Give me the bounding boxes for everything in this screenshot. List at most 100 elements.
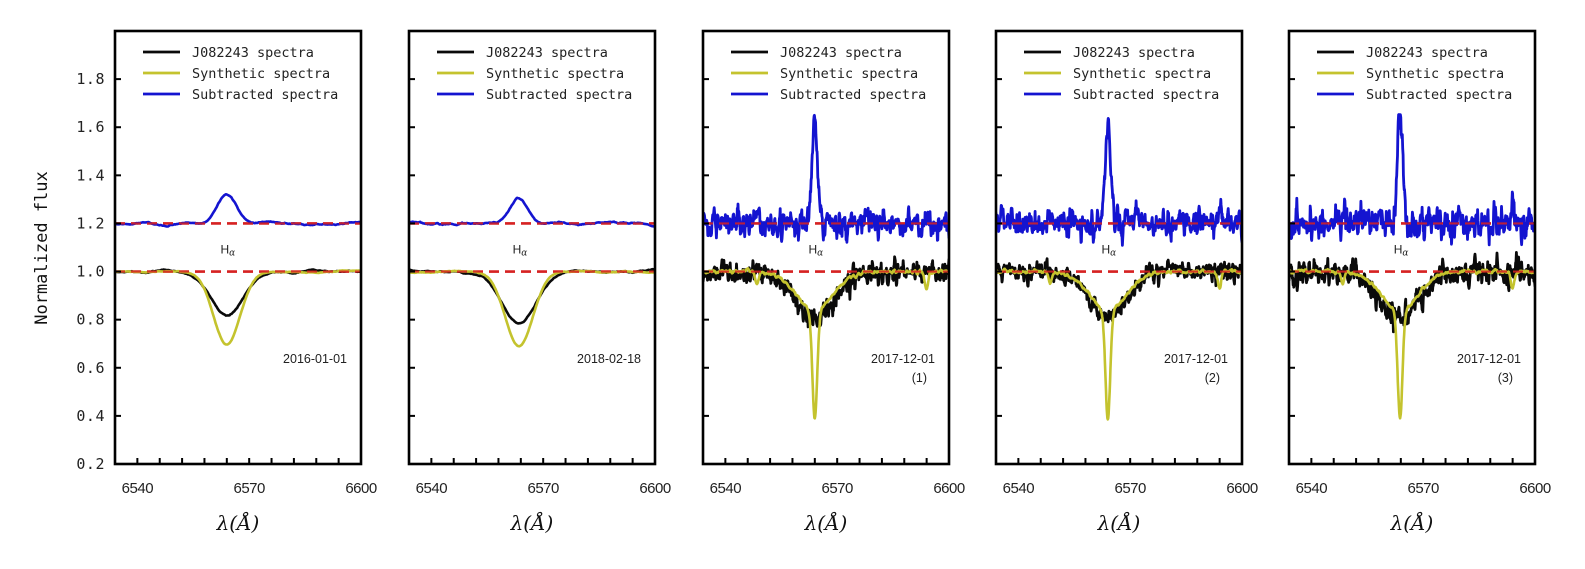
date-annotation: 2018-02-18 bbox=[577, 352, 641, 366]
y-tick-label: 1.8 bbox=[76, 70, 105, 88]
legend-label: Subtracted spectra bbox=[192, 87, 338, 103]
legend: J082243 spectra Synthetic spectra Subtract… bbox=[1317, 45, 1512, 103]
legend-item-subtracted: Subtracted spectra bbox=[731, 87, 926, 103]
x-tick-label: 6540 bbox=[710, 480, 742, 497]
h-alpha-label: Hα bbox=[513, 243, 528, 259]
panel-5: 6540 6570 6600 λ(Å) J082243 spectra Synthetic… bbox=[1287, 29, 1551, 535]
legend-item-subtracted: Subtracted spectra bbox=[1024, 87, 1219, 103]
plot-area bbox=[703, 113, 949, 420]
h-alpha-label: Hα bbox=[220, 243, 235, 259]
legend: J082243 spectra Synthetic spectra Subtract… bbox=[437, 45, 632, 103]
plot-area bbox=[115, 193, 361, 346]
date-annotation: 2017-12-01 bbox=[871, 352, 935, 366]
axes-frame bbox=[407, 29, 657, 466]
h-alpha-label: Hα bbox=[1394, 243, 1409, 259]
x-axis-title: λ(Å) bbox=[1390, 510, 1434, 535]
plot-area bbox=[1289, 113, 1535, 420]
legend-label: Subtracted spectra bbox=[1073, 87, 1219, 103]
axes-frame bbox=[994, 29, 1244, 466]
x-tick-label: 6600 bbox=[1519, 480, 1551, 497]
observed-spectrum-line bbox=[115, 268, 361, 317]
legend-label: J082243 spectra bbox=[780, 45, 902, 61]
axes-frame bbox=[1287, 29, 1537, 466]
y-axis-title-group: Normalized flux bbox=[32, 171, 52, 325]
x-tick-label: 6540 bbox=[416, 480, 448, 497]
legend-label: Synthetic spectra bbox=[1366, 66, 1504, 82]
legend-label: J082243 spectra bbox=[1366, 45, 1488, 61]
h-alpha-label: Hα bbox=[808, 243, 823, 259]
panel-2: 6540 6570 6600 λ(Å) J082243 spectra Synthetic… bbox=[407, 29, 671, 535]
legend-label: Synthetic spectra bbox=[486, 66, 624, 82]
subtracted-spectrum-line bbox=[409, 196, 655, 228]
axes-frame bbox=[701, 29, 951, 466]
x-axis-title: λ(Å) bbox=[510, 510, 554, 535]
observed-spectrum-line bbox=[996, 257, 1242, 324]
legend: J082243 spectra Synthetic spectra Subtract… bbox=[731, 45, 926, 103]
y-tick-label: 0.8 bbox=[76, 311, 105, 329]
observed-spectrum-line bbox=[1289, 251, 1535, 334]
y-tick-label: 1.4 bbox=[76, 166, 105, 184]
panels: 0.2 0.4 0.6 0.8 1.0 1.2 1.4 1.6 1.8 6540 6570 6600 λ… bbox=[76, 29, 1551, 535]
synthetic-spectrum-line bbox=[1289, 268, 1535, 420]
x-tick-label: 6570 bbox=[527, 480, 559, 497]
x-tick-label: 6570 bbox=[1114, 480, 1146, 497]
subtracted-spectrum-line bbox=[996, 117, 1242, 247]
panel-3: 6540 6570 6600 λ(Å) J082243 spectra Synthetic… bbox=[701, 29, 965, 535]
legend-item-observed: J082243 spectra bbox=[437, 45, 608, 61]
y-tick-label: 0.2 bbox=[76, 455, 105, 473]
legend: J082243 spectra Synthetic spectra Subtract… bbox=[1024, 45, 1219, 103]
y-tick-label: 0.6 bbox=[76, 359, 105, 377]
x-tick-label: 6540 bbox=[1003, 480, 1035, 497]
synthetic-spectrum-line bbox=[996, 267, 1242, 421]
x-tick-label: 6600 bbox=[345, 480, 377, 497]
legend-item-synthetic: Synthetic spectra bbox=[437, 66, 624, 82]
plot-area bbox=[996, 117, 1242, 421]
legend-item-subtracted: Subtracted spectra bbox=[143, 87, 338, 103]
panel-4: 6540 6570 6600 λ(Å) J082243 spectra Synthetic… bbox=[994, 29, 1258, 535]
legend-label: Synthetic spectra bbox=[1073, 66, 1211, 82]
plot-area bbox=[409, 196, 655, 348]
subtracted-spectrum-line bbox=[1289, 113, 1535, 247]
y-tick-label: 0.4 bbox=[76, 407, 105, 425]
h-alpha-label: Hα bbox=[1101, 243, 1116, 259]
y-tick-label: 1.2 bbox=[76, 214, 105, 232]
legend-label: Synthetic spectra bbox=[192, 66, 330, 82]
x-axis-title: λ(Å) bbox=[804, 510, 848, 535]
legend-label: Subtracted spectra bbox=[486, 87, 632, 103]
y-tick-label: 1.6 bbox=[76, 118, 105, 136]
legend-label: Synthetic spectra bbox=[780, 66, 918, 82]
date-annotation-suffix: (1) bbox=[912, 371, 927, 385]
panel-1: 0.2 0.4 0.6 0.8 1.0 1.2 1.4 1.6 1.8 6540 6570 6600 λ… bbox=[76, 29, 377, 535]
date-annotation: 2017-12-01 bbox=[1457, 352, 1521, 366]
x-tick-label: 6570 bbox=[233, 480, 265, 497]
y-tick-label: 1.0 bbox=[76, 263, 105, 281]
subtracted-spectrum-line bbox=[115, 193, 361, 228]
legend-item-subtracted: Subtracted spectra bbox=[437, 87, 632, 103]
synthetic-spectrum-line bbox=[703, 267, 949, 420]
x-axis-title: λ(Å) bbox=[1097, 510, 1141, 535]
date-annotation: 2017-12-01 bbox=[1164, 352, 1228, 366]
legend-label: J082243 spectra bbox=[192, 45, 314, 61]
legend-item-synthetic: Synthetic spectra bbox=[1317, 66, 1504, 82]
x-tick-label: 6570 bbox=[1407, 480, 1439, 497]
legend-item-observed: J082243 spectra bbox=[1024, 45, 1195, 61]
legend-item-subtracted: Subtracted spectra bbox=[1317, 87, 1512, 103]
legend-item-synthetic: Synthetic spectra bbox=[1024, 66, 1211, 82]
x-tick-label: 6600 bbox=[639, 480, 671, 497]
legend-item-synthetic: Synthetic spectra bbox=[731, 66, 918, 82]
legend: J082243 spectra Synthetic spectra Subtract… bbox=[143, 45, 338, 103]
date-annotation-suffix: (3) bbox=[1498, 371, 1513, 385]
legend-item-observed: J082243 spectra bbox=[143, 45, 314, 61]
x-tick-label: 6600 bbox=[933, 480, 965, 497]
x-axis-title: λ(Å) bbox=[216, 510, 260, 535]
legend-label: Subtracted spectra bbox=[1366, 87, 1512, 103]
legend-label: Subtracted spectra bbox=[780, 87, 926, 103]
x-tick-label: 6540 bbox=[122, 480, 154, 497]
legend-label: J082243 spectra bbox=[1073, 45, 1195, 61]
legend-item-synthetic: Synthetic spectra bbox=[143, 66, 330, 82]
x-tick-label: 6570 bbox=[821, 480, 853, 497]
axes-frame bbox=[113, 29, 363, 466]
x-tick-label: 6540 bbox=[1296, 480, 1328, 497]
observed-spectrum-line bbox=[703, 255, 949, 329]
